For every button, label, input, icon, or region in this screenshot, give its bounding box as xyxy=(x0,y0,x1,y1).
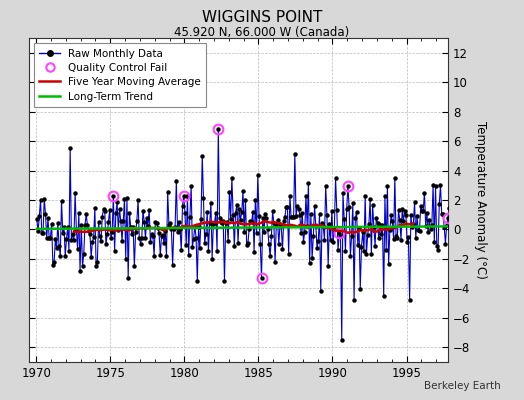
Legend: Raw Monthly Data, Quality Control Fail, Five Year Moving Average, Long-Term Tren: Raw Monthly Data, Quality Control Fail, … xyxy=(34,43,206,107)
Text: 45.920 N, 66.000 W (Canada): 45.920 N, 66.000 W (Canada) xyxy=(174,26,350,39)
Text: WIGGINS POINT: WIGGINS POINT xyxy=(202,10,322,25)
Y-axis label: Temperature Anomaly (°C): Temperature Anomaly (°C) xyxy=(474,121,487,279)
Text: Berkeley Earth: Berkeley Earth xyxy=(424,381,500,391)
